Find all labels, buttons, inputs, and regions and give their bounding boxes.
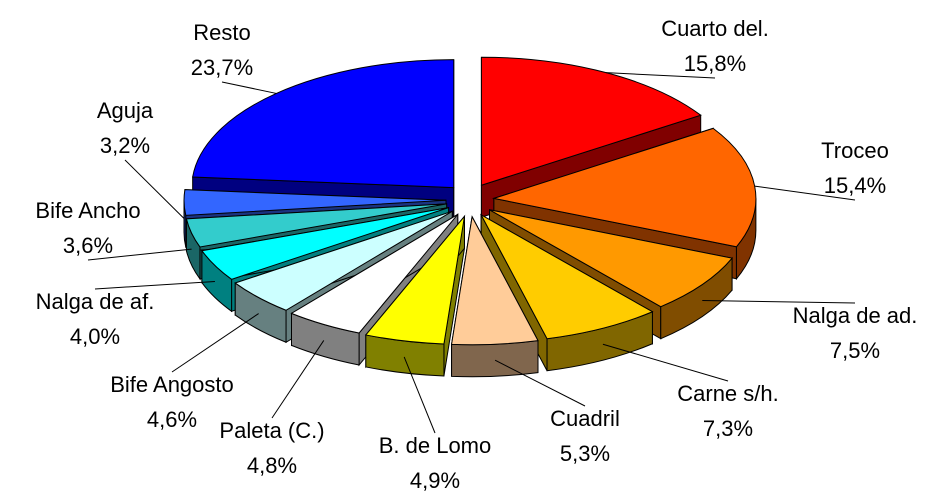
slice-value-label: 15,8% (684, 51, 746, 76)
slice-label: Carne s/h. (677, 381, 779, 406)
slice-top (479, 213, 654, 340)
slice-wall (451, 340, 539, 378)
leader-line (754, 185, 856, 201)
slice-value-label: 4,8% (247, 453, 297, 478)
slice-top (489, 209, 733, 308)
slice-label: Cuadril (550, 406, 620, 431)
slice-label: Resto (193, 20, 250, 45)
slice-value-label: 15,4% (824, 173, 886, 198)
slice-top (201, 207, 449, 280)
slice-value-label: 4,6% (147, 407, 197, 432)
slice-value-label: 4,0% (70, 324, 120, 349)
slice-top (185, 203, 447, 248)
leader-line (494, 359, 586, 407)
slice-value-label: 5,3% (560, 441, 610, 466)
slice-value-label: 3,2% (100, 133, 150, 158)
slice-top (290, 214, 459, 334)
slice-label: Troceo (821, 138, 889, 163)
leader-line (221, 81, 277, 94)
slice-top (183, 189, 447, 216)
slice-top (192, 59, 455, 189)
slice-top (234, 210, 453, 311)
slice-value-label: 23,7% (191, 55, 253, 80)
slice-top (491, 127, 757, 248)
slice-label: Paleta (C.) (219, 418, 324, 443)
slice (450, 215, 539, 378)
slice-label: B. de Lomo (379, 433, 492, 458)
slice-label: Nalga de ad. (793, 303, 918, 328)
leader-line (271, 340, 325, 419)
slice-label: Bife Angosto (110, 372, 234, 397)
slice-value-label: 3,6% (63, 233, 113, 258)
slice-value-label: 4,9% (410, 468, 460, 493)
leader-line (171, 313, 259, 373)
slice-top (364, 214, 466, 345)
slice-label: Bife Ancho (35, 198, 140, 223)
leader-line (124, 159, 185, 219)
leader-line (94, 280, 215, 290)
leader-line (606, 72, 716, 79)
leader-line (602, 343, 729, 382)
slice-top (450, 215, 539, 346)
slice-value-label: 7,5% (830, 338, 880, 363)
slice-label: Aguja (97, 98, 154, 123)
slice-value-label: 7,3% (703, 416, 753, 441)
leader-line (87, 248, 192, 261)
leader-line (702, 299, 856, 304)
slice (364, 214, 466, 377)
slice-label: Nalga de af. (36, 289, 155, 314)
slice-label: Cuarto del. (661, 16, 769, 41)
leader-line (403, 356, 436, 434)
